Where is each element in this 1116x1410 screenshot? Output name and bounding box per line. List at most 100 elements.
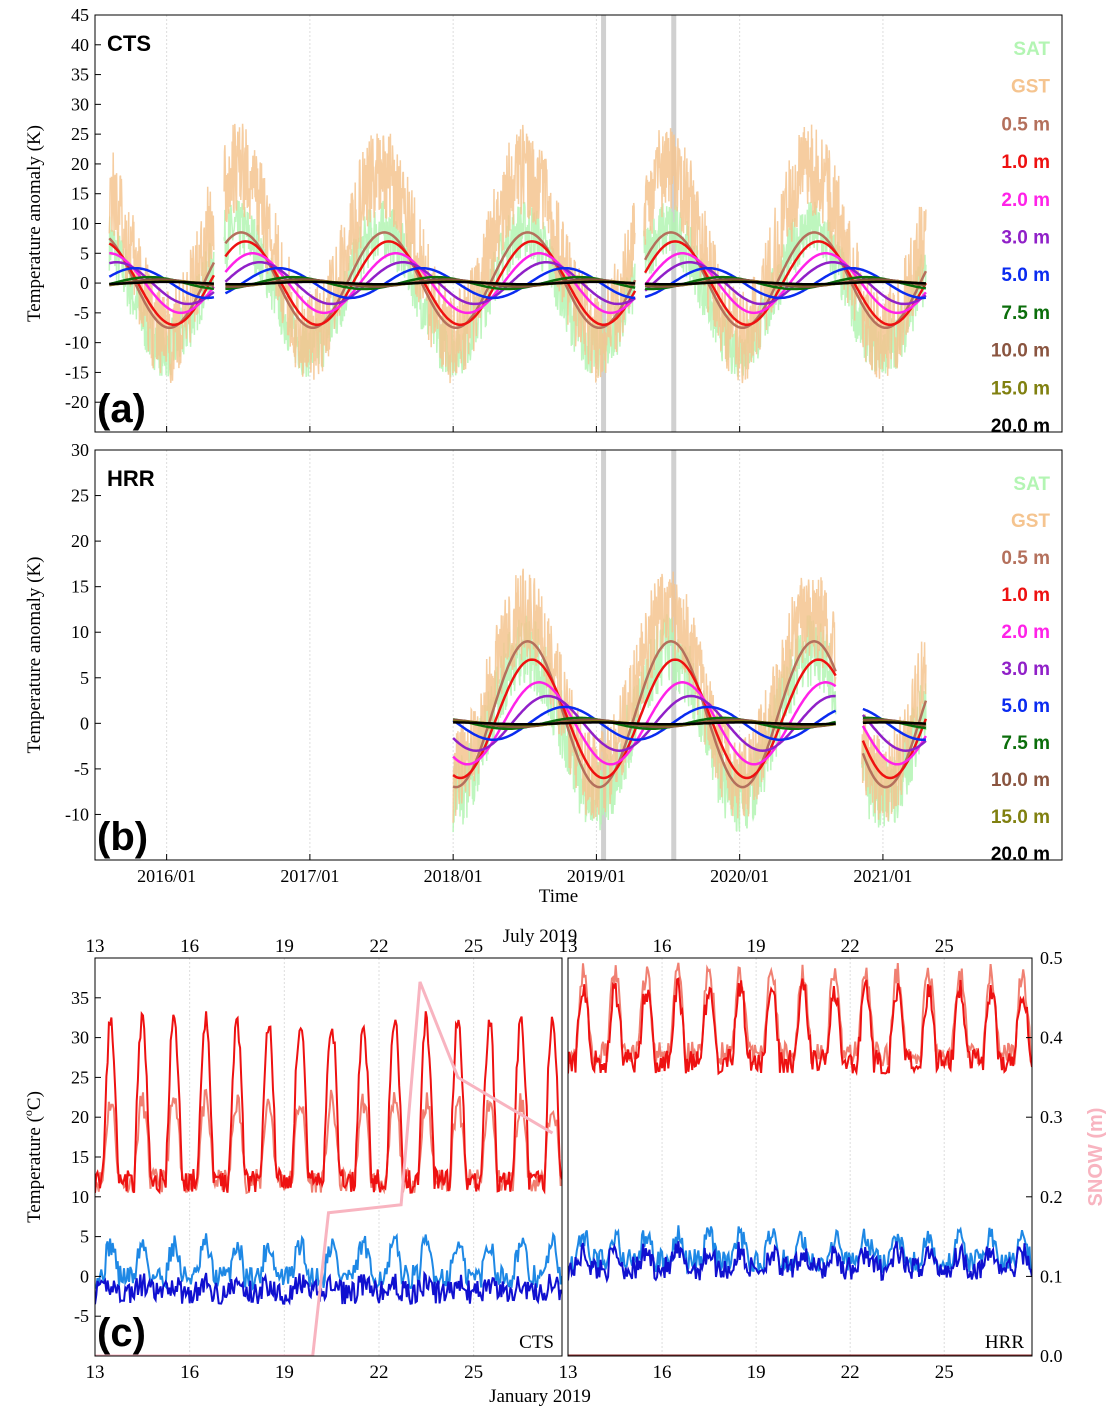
bottom-x-tick-label: 13: [86, 1362, 105, 1383]
panel-c: July 2019 January 2019 Temperature (oC) SNO…: [21, 926, 1107, 1407]
y-tick-label: -20: [65, 392, 89, 412]
legend-entry: 7.5 m: [1001, 733, 1050, 754]
y2-tick-label: 0.1: [1040, 1266, 1063, 1286]
panel-label: (c): [97, 1311, 146, 1355]
bottom-x-tick-label: 22: [369, 1362, 388, 1383]
legend-entry: 7.5 m: [1001, 303, 1050, 324]
legend-entry: 5.0 m: [1001, 696, 1050, 717]
y-tick-label: -10: [65, 804, 89, 824]
series-line-7-5-m: [108, 275, 927, 291]
y-axis-right-label: SNOW (m): [1085, 1108, 1107, 1207]
y-tick-label: -5: [74, 1306, 89, 1326]
temperature-line: [95, 1088, 562, 1195]
y-tick-label: 15: [71, 184, 89, 204]
y-tick-label: -15: [65, 362, 89, 382]
y2-tick-label: 0.3: [1040, 1107, 1063, 1127]
y-tick-label: -10: [65, 333, 89, 353]
y-tick-label: 0: [80, 713, 89, 733]
x-axis-label: Time: [539, 886, 578, 907]
y-tick-label: 20: [71, 154, 89, 174]
legend-entry: GST: [1011, 77, 1050, 98]
legend-entry: 1.0 m: [1001, 152, 1050, 173]
legend-entry: 15.0 m: [991, 807, 1050, 828]
top-x-tick-label: 19: [747, 936, 766, 957]
y-axis-label: Temperature (oC): [21, 1091, 45, 1223]
y-tick-label: 25: [71, 124, 89, 144]
y-tick-label: 25: [71, 486, 89, 506]
bottom-x-tick-label: 19: [747, 1362, 766, 1383]
legend-entry: SAT: [1013, 474, 1050, 495]
y-tick-label: 35: [71, 988, 89, 1008]
site-label: HRR: [107, 466, 155, 491]
series-line-GST: [108, 123, 927, 384]
series-line-20-0-m: [453, 721, 926, 726]
panel-b: -10 -5 0 5 10 15 20 25 30 2016/01 2017/01 2018/01 20…: [24, 440, 1063, 907]
top-axis-title: July 2019: [503, 926, 577, 947]
highlight-bar: [601, 15, 607, 432]
top-x-tick-label: 22: [841, 936, 860, 957]
y2-tick-label: 0.5: [1040, 948, 1063, 968]
subpanel-cts: 13 13 16 16 19 19 22 22 25 25 -5 0 5 10 15 20 25 30 35 (c) C…: [71, 936, 563, 1383]
y-tick-label: 35: [71, 65, 89, 85]
legend-entry: 10.0 m: [991, 770, 1050, 791]
site-label: CTS: [519, 1332, 554, 1353]
top-x-tick-label: 25: [935, 936, 954, 957]
top-x-tick-label: 22: [369, 936, 388, 957]
series-line-20-0-m: [109, 280, 926, 286]
x-tick-label: 2018/01: [424, 866, 483, 886]
series-line-3-0-m: [452, 694, 927, 752]
temperature-line: [95, 1011, 562, 1195]
legend-entry: GST: [1011, 511, 1050, 532]
legend-entry: 0.5 m: [1001, 114, 1050, 135]
y-tick-label: 10: [71, 214, 89, 234]
legend-entry: 1.0 m: [1001, 585, 1050, 606]
y2-tick-label: 0.0: [1040, 1346, 1063, 1366]
temperature-line: [95, 1270, 562, 1306]
panel-a: -20 -15 -10 -5 0 5 10 15 20 25 30 35 40 45 Temperature…: [24, 5, 1063, 437]
top-x-tick-label: 25: [464, 936, 483, 957]
top-x-tick-label: 13: [559, 936, 578, 957]
y-tick-label: 10: [71, 1187, 89, 1207]
legend-entry: 20.0 m: [991, 844, 1050, 865]
legend-entry: 5.0 m: [1001, 265, 1050, 286]
bottom-x-tick-label: 13: [559, 1362, 578, 1383]
x-tick-label: 2019/01: [567, 866, 626, 886]
y-tick-label: 5: [80, 668, 89, 688]
y2-tick-label: 0.4: [1040, 1028, 1063, 1048]
y-tick-label: -5: [74, 759, 89, 779]
legend-entry: 3.0 m: [1001, 659, 1050, 680]
y-axis-label: Temperature anomaly (K): [24, 125, 45, 322]
legend-entry: 15.0 m: [991, 378, 1050, 399]
x-tick-label: 2016/01: [137, 866, 196, 886]
legend-entry: SAT: [1013, 39, 1050, 60]
highlight-bar: [601, 450, 607, 860]
site-label: CTS: [107, 31, 151, 56]
plot-frame: [567, 957, 1033, 1357]
y-axis-label: Temperature anomaly (K): [24, 556, 45, 753]
series-line-GST: [452, 568, 927, 823]
temperature-line: [568, 1241, 1032, 1284]
bottom-x-tick-label: 16: [653, 1362, 672, 1383]
bottom-x-tick-label: 22: [841, 1362, 860, 1383]
y-tick-label: 30: [71, 94, 89, 114]
legend-entry: 10.0 m: [991, 341, 1050, 362]
panel-label: (a): [97, 387, 146, 431]
legend-entry: 2.0 m: [1001, 622, 1050, 643]
bottom-x-tick-label: 19: [275, 1362, 294, 1383]
x-tick-label: 2021/01: [853, 866, 912, 886]
bottom-x-tick-label: 25: [464, 1362, 483, 1383]
legend-entry: 20.0 m: [991, 416, 1050, 437]
top-x-tick-label: 13: [86, 936, 105, 957]
bottom-axis-title: January 2019: [489, 1386, 591, 1407]
y-tick-label: 20: [71, 1107, 89, 1127]
y-tick-label: 30: [71, 440, 89, 460]
bottom-x-tick-label: 25: [935, 1362, 954, 1383]
site-label: HRR: [985, 1332, 1024, 1353]
y-tick-label: 0: [80, 1266, 89, 1286]
series-line-1-0-m: [452, 658, 928, 780]
top-x-tick-label: 16: [653, 936, 672, 957]
y-tick-label: 40: [71, 35, 89, 55]
y2-tick-label: 0.2: [1040, 1187, 1063, 1207]
y-tick-label: 15: [71, 577, 89, 597]
